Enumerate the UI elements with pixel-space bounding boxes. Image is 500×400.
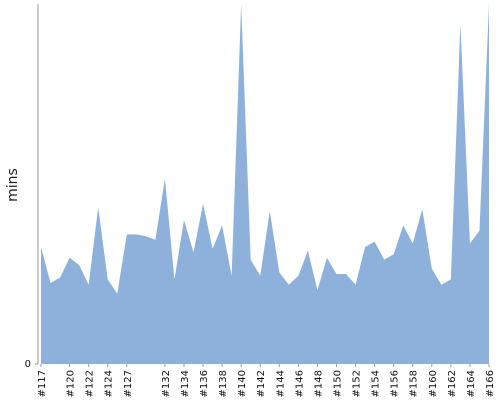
x-tick-label: #166 <box>485 370 496 397</box>
x-tick-label: #158 <box>409 370 420 397</box>
x-tick-label: #156 <box>390 370 401 397</box>
x-tick-label: #162 <box>447 370 458 397</box>
x-tick-label: #124 <box>104 370 115 397</box>
x-tick-label: #136 <box>199 370 210 397</box>
x-tick-label: #154 <box>371 370 382 397</box>
x-tick-label: #120 <box>66 370 77 397</box>
x-tick-label: #152 <box>352 370 363 397</box>
x-tick-label: #132 <box>161 370 172 397</box>
x-tick-label: #164 <box>466 370 477 397</box>
x-tick-label: #122 <box>85 370 96 397</box>
x-tick-label: #140 <box>237 370 248 397</box>
y-axis-ticks: 0 <box>25 359 38 370</box>
y-axis-title: mins <box>5 168 21 202</box>
x-tick-label: #117 <box>37 370 48 397</box>
y-tick-label: 0 <box>25 359 31 370</box>
x-tick-label: #144 <box>275 370 286 397</box>
x-tick-label: #127 <box>123 370 134 397</box>
x-tick-label: #142 <box>256 370 267 397</box>
x-tick-label: #138 <box>218 370 229 397</box>
x-tick-label: #148 <box>313 370 324 397</box>
area-series <box>41 4 489 364</box>
plot-area <box>41 4 489 364</box>
x-tick-label: #150 <box>332 370 343 397</box>
x-axis-ticks: #117 #120 #122 #124 #127 #132 #134 #136 #138 #140… <box>37 364 496 397</box>
x-tick-label: #146 <box>294 370 305 397</box>
x-tick-label: #160 <box>428 370 439 397</box>
x-tick-label: #134 <box>180 370 191 397</box>
